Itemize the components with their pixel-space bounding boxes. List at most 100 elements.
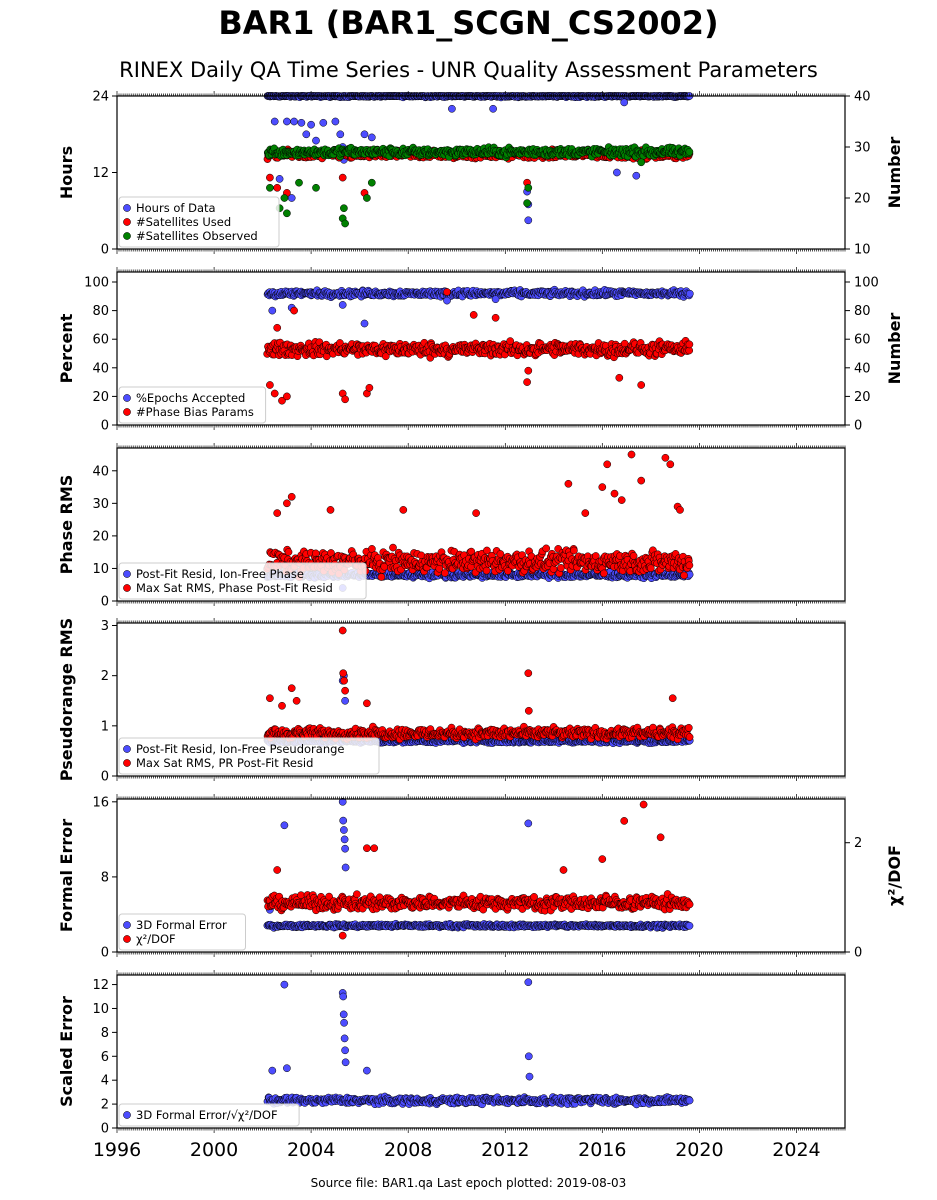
y-tick-label: 80 — [92, 304, 109, 319]
data-point-outlier — [615, 373, 624, 382]
data-point-outlier — [613, 168, 621, 177]
data-point-outlier — [312, 136, 320, 145]
data-point-outlier — [266, 183, 274, 192]
legend-marker — [123, 232, 131, 240]
legend-marker — [123, 408, 131, 416]
data-point-outlier — [360, 319, 369, 328]
data-point-outlier — [283, 392, 291, 401]
data-point-outlier — [275, 175, 284, 183]
y-tick-label-right: 40 — [854, 361, 871, 376]
y-tick-label: 12 — [92, 166, 109, 181]
y-tick-label: 0 — [101, 419, 109, 434]
data-point-outlier — [273, 183, 282, 192]
data-point-outlier — [266, 173, 274, 182]
legend: Hours of Data#Satellites Used#Satellites… — [118, 196, 280, 248]
data-point-outlier — [283, 117, 291, 126]
data-point-outlier — [363, 194, 371, 202]
data-point-outlier — [443, 296, 451, 305]
data-point-outlier — [336, 130, 345, 139]
y-axis-label: Percent — [57, 313, 76, 383]
y-tick-label-right: 10 — [854, 243, 871, 258]
legend-label: #Satellites Used — [136, 215, 231, 229]
data-point-outlier — [338, 173, 347, 182]
data-point-outlier — [268, 306, 277, 315]
legend-marker — [123, 204, 131, 212]
data-point-outlier — [469, 311, 478, 319]
y-tick-label-right: 40 — [854, 90, 871, 105]
y-axis-right: 10 20 30 40 — [845, 90, 871, 258]
data-point-outlier — [489, 104, 497, 113]
data-point-outlier — [524, 183, 533, 192]
y-axis-right: 0 20 40 60 80 100 — [845, 276, 879, 434]
data-point-outlier — [620, 98, 629, 107]
data-point — [389, 543, 397, 552]
series-phase-1 — [263, 450, 694, 582]
data-point-outlier — [523, 199, 531, 207]
data-point-outlier — [523, 378, 531, 386]
y-tick-label-right: 0 — [854, 419, 862, 434]
data-point-outlier — [637, 158, 646, 167]
data-point-outlier — [280, 194, 289, 202]
data-point-outlier — [367, 133, 376, 142]
series-hours-2 — [263, 143, 694, 228]
data-point-outlier — [270, 117, 279, 126]
y-axis-label-right: Number — [885, 313, 904, 385]
data-point-outlier — [524, 366, 533, 375]
y-tick-label-right: 30 — [854, 141, 871, 156]
y-axis-left: 0 20 40 60 80 100 — [84, 276, 117, 434]
legend: %Epochs Accepted#Phase Bias Params — [118, 386, 267, 424]
y-tick-label-right: 80 — [854, 304, 871, 319]
y-tick-label-right: 20 — [854, 192, 871, 207]
data-point-outlier — [365, 383, 374, 392]
data-point-outlier — [637, 381, 646, 389]
data-point-outlier — [290, 306, 298, 315]
data-point-outlier — [360, 130, 369, 139]
data-point-outlier — [312, 183, 320, 192]
data-point-outlier — [491, 295, 500, 304]
data-point-outlier — [283, 209, 291, 218]
legend-label: Hours of Data — [136, 201, 216, 215]
data-point-outlier — [632, 171, 641, 180]
data-point-outlier — [367, 178, 376, 187]
data-point — [284, 548, 293, 556]
data-point — [685, 147, 694, 156]
y-tick-label-right: 20 — [854, 390, 871, 405]
legend-marker — [123, 218, 131, 226]
y-tick-label-right: 60 — [854, 333, 871, 348]
data-point-outlier — [290, 117, 298, 126]
y-tick-label: 0 — [101, 243, 109, 258]
y-tick-label: 100 — [84, 276, 109, 291]
data-point — [482, 566, 491, 575]
data-point-outlier — [524, 216, 533, 225]
data-point-outlier — [331, 117, 340, 126]
data-point-outlier — [302, 130, 311, 139]
data-point — [377, 573, 386, 581]
y-tick-label: 40 — [92, 361, 109, 376]
panel-percent: 0 20 40 60 80 100 Percent 0 20 40 60 80 100 Number %Ep… — [57, 267, 904, 434]
data-point-outlier — [443, 288, 451, 296]
y-axis-label-right: Number — [885, 137, 904, 209]
y-tick-label: 60 — [92, 333, 109, 348]
data-point-outlier — [297, 118, 306, 127]
data-point-outlier — [338, 301, 347, 309]
y-tick-label-right: 100 — [854, 276, 879, 291]
data-point-outlier — [491, 313, 500, 322]
legend-label: #Satellites Observed — [136, 229, 258, 243]
y-tick-label: 24 — [92, 90, 109, 105]
data-point-outlier — [340, 204, 348, 213]
data-point-outlier — [448, 104, 456, 113]
legend-marker — [123, 394, 131, 402]
data-point-outlier — [273, 323, 282, 332]
y-tick-label: 20 — [92, 390, 109, 405]
y-axis-label: Hours — [57, 146, 76, 199]
data-point — [685, 340, 694, 349]
y-axis-left: 0 12 24 — [92, 90, 117, 258]
legend-label: %Epochs Accepted — [136, 391, 245, 405]
data-point-outlier — [266, 381, 274, 389]
legend-label: #Phase Bias Params — [136, 405, 254, 419]
data-point-outlier — [319, 118, 328, 127]
chart-subtitle: RINEX Daily QA Time Series - UNR Quality… — [119, 58, 818, 82]
chart-title: BAR1 (BAR1_SCGN_CS2002) — [218, 4, 719, 42]
